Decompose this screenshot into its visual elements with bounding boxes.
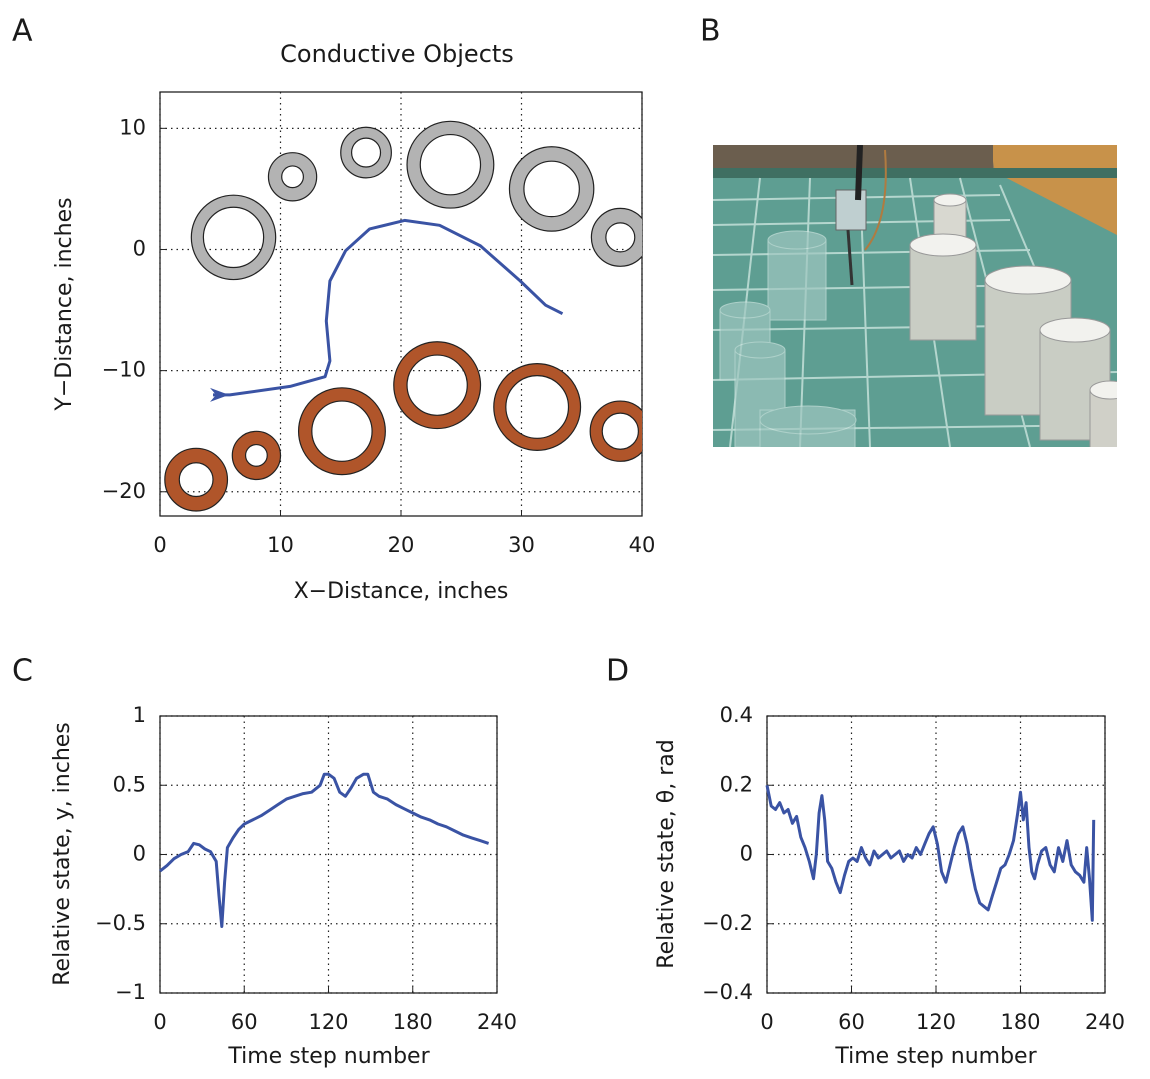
- y-tick-label: 0.4: [720, 703, 753, 727]
- ring-object: [406, 120, 495, 209]
- y-tick-label: 0: [740, 842, 753, 866]
- x-tick-label: 10: [267, 533, 294, 557]
- ring-object: [589, 400, 642, 462]
- x-tick-label: 0: [760, 1010, 773, 1034]
- y-tick-label: 1: [133, 703, 146, 727]
- ring-object: [340, 126, 392, 179]
- x-tick-label: 30: [508, 533, 535, 557]
- ring-object: [590, 207, 642, 267]
- y-tick-label: 0: [133, 842, 146, 866]
- x-axis-label: X−Distance, inches: [294, 579, 509, 604]
- plot-frame: [159, 91, 643, 517]
- ring-object: [508, 146, 595, 232]
- y-axis-label: Relative state, y, inches: [50, 722, 75, 986]
- ring-object: [190, 194, 277, 281]
- x-tick-label: 20: [388, 533, 415, 557]
- x-tick-label: 0: [153, 1010, 166, 1034]
- ring-object: [493, 363, 582, 451]
- plot-frame: [766, 715, 1106, 994]
- panel-label: B: [700, 14, 721, 49]
- ring-object: [297, 387, 386, 476]
- data-line: [159, 772, 490, 928]
- y-tick-label: −10: [102, 358, 146, 382]
- x-tick-label: 180: [1000, 1010, 1040, 1034]
- panel-label: C: [12, 654, 33, 689]
- y-tick-label: −0.2: [702, 911, 753, 935]
- chart-title: Conductive Objects: [280, 40, 514, 68]
- x-axis-label: Time step number: [227, 1044, 430, 1069]
- data-line: [213, 218, 564, 397]
- y-tick-label: −20: [102, 479, 146, 503]
- y-tick-label: 0: [133, 236, 146, 260]
- y-axis-label: Y−Distance, inches: [52, 197, 77, 411]
- ring-object: [267, 152, 318, 202]
- x-axis-label: Time step number: [834, 1044, 1037, 1069]
- x-tick-label: 60: [231, 1010, 258, 1034]
- y-tick-label: 10: [119, 115, 146, 139]
- y-tick-label: 0.5: [113, 772, 146, 796]
- y-tick-label: −0.4: [702, 980, 753, 1004]
- data-line: [765, 785, 1096, 922]
- panel-label: A: [12, 14, 33, 49]
- x-tick-label: 120: [916, 1010, 956, 1034]
- photo: [713, 145, 1117, 447]
- plot-frame: [159, 715, 498, 994]
- plot-area: [164, 120, 642, 512]
- ring-object: [231, 430, 282, 481]
- start-arrow: [210, 387, 230, 402]
- x-tick-label: 240: [477, 1010, 517, 1034]
- x-tick-label: 240: [1085, 1010, 1125, 1034]
- x-tick-label: 120: [308, 1010, 348, 1034]
- y-tick-label: −0.5: [95, 911, 146, 935]
- y-axis-label: Relative state, θ, rad: [654, 739, 679, 968]
- panel-label: D: [606, 654, 629, 689]
- x-tick-label: 40: [629, 533, 656, 557]
- x-tick-label: 60: [838, 1010, 865, 1034]
- x-tick-label: 180: [393, 1010, 433, 1034]
- x-tick-label: 0: [153, 533, 166, 557]
- ring-object: [164, 447, 229, 512]
- y-tick-label: 0.2: [720, 772, 753, 796]
- y-tick-label: −1: [115, 980, 146, 1004]
- ring-object: [393, 341, 482, 430]
